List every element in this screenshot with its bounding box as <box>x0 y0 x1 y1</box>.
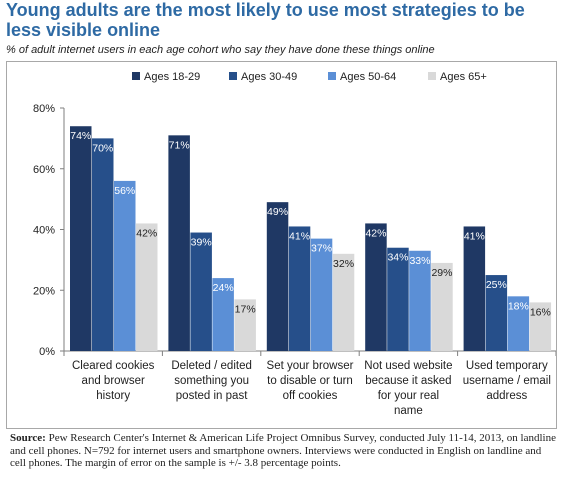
bar-value-label: 32% <box>333 258 354 270</box>
x-category-label: name <box>394 405 423 417</box>
x-category-label: because it asked <box>365 375 451 387</box>
bar-value-label: 25% <box>486 279 507 291</box>
chart-subtitle: % of adult internet users in each age co… <box>6 44 435 56</box>
legend-label: Ages 30-49 <box>241 71 297 83</box>
x-category-label: Used temporary <box>466 360 548 372</box>
bar <box>365 223 387 351</box>
bar-value-label: 41% <box>464 230 485 242</box>
bar-value-label: 41% <box>289 230 310 242</box>
bar-value-label: 49% <box>267 206 288 218</box>
bar <box>332 253 355 351</box>
bar-value-label: 71% <box>169 139 190 151</box>
bar <box>234 299 256 351</box>
bar <box>288 226 311 351</box>
x-category-label: Not used website <box>364 360 452 372</box>
legend-label: Ages 50-64 <box>340 71 396 83</box>
legend-label: Ages 65+ <box>440 71 487 83</box>
bar <box>310 238 333 351</box>
bar <box>431 262 453 351</box>
bar <box>409 250 431 351</box>
bar <box>92 138 114 351</box>
legend-swatch <box>328 72 336 80</box>
legend-swatch <box>132 72 140 80</box>
bar <box>266 202 289 351</box>
bar-value-label: 39% <box>191 237 212 249</box>
bar-value-label: 56% <box>114 185 135 197</box>
bar <box>507 296 530 351</box>
x-category-label: and browser <box>82 375 145 387</box>
source-note: Source: Pew Research Center's Internet &… <box>10 432 558 470</box>
bar <box>70 126 92 351</box>
bar <box>387 247 409 351</box>
bar-value-label: 24% <box>213 282 234 294</box>
x-category-label: Deleted / edited <box>171 360 252 372</box>
x-category-label: address <box>486 390 527 402</box>
x-category-label: something you <box>174 375 249 387</box>
bar-value-label: 29% <box>431 267 452 279</box>
bar-value-label: 74% <box>70 130 91 142</box>
bar <box>168 135 190 351</box>
bar <box>114 180 136 351</box>
bar-value-label: 37% <box>311 243 332 255</box>
legend-label: Ages 18-29 <box>144 71 200 83</box>
source-label: Source: <box>10 432 46 444</box>
y-tick-label: 60% <box>33 164 55 176</box>
bar-value-label: 16% <box>530 306 551 318</box>
bar <box>463 226 486 351</box>
chart-title: Young adults are the most likely to use … <box>6 0 525 40</box>
bar-value-label: 17% <box>235 303 256 315</box>
x-category-label: to disable or turn <box>267 375 353 387</box>
y-tick-label: 20% <box>33 285 55 297</box>
x-category-label: Cleared cookies <box>72 360 155 372</box>
x-category-label: history <box>96 390 130 402</box>
bar <box>485 275 508 351</box>
bar <box>212 278 234 351</box>
source-text: Pew Research Center's Internet & America… <box>10 432 556 469</box>
bar <box>136 223 158 351</box>
bar <box>529 302 552 351</box>
chart-frame: Ages 18-29 Ages 30-49 Ages 50-64 Ages 65+ 0%… <box>6 61 557 429</box>
bar-value-label: 70% <box>92 142 113 154</box>
x-category-label: for your real <box>378 390 439 402</box>
legend-swatch <box>428 72 436 80</box>
y-tick-label: 40% <box>33 225 55 237</box>
bar-value-label: 34% <box>387 252 408 264</box>
x-category-label: username / email <box>463 375 551 387</box>
bar-value-label: 33% <box>409 255 430 267</box>
y-tick-label: 80% <box>33 103 55 115</box>
bar-chart: Ages 18-29 Ages 30-49 Ages 50-64 Ages 65+ 0%… <box>33 71 556 417</box>
y-tick-label: 0% <box>39 346 55 358</box>
bar-value-label: 42% <box>136 227 157 239</box>
x-category-label: off cookies <box>283 390 338 402</box>
bar-value-label: 18% <box>508 300 529 312</box>
bar-value-label: 42% <box>365 227 386 239</box>
x-category-label: Set your browser <box>267 360 354 372</box>
legend-swatch <box>229 72 237 80</box>
x-category-label: posted in past <box>176 390 248 402</box>
bar <box>190 232 212 351</box>
